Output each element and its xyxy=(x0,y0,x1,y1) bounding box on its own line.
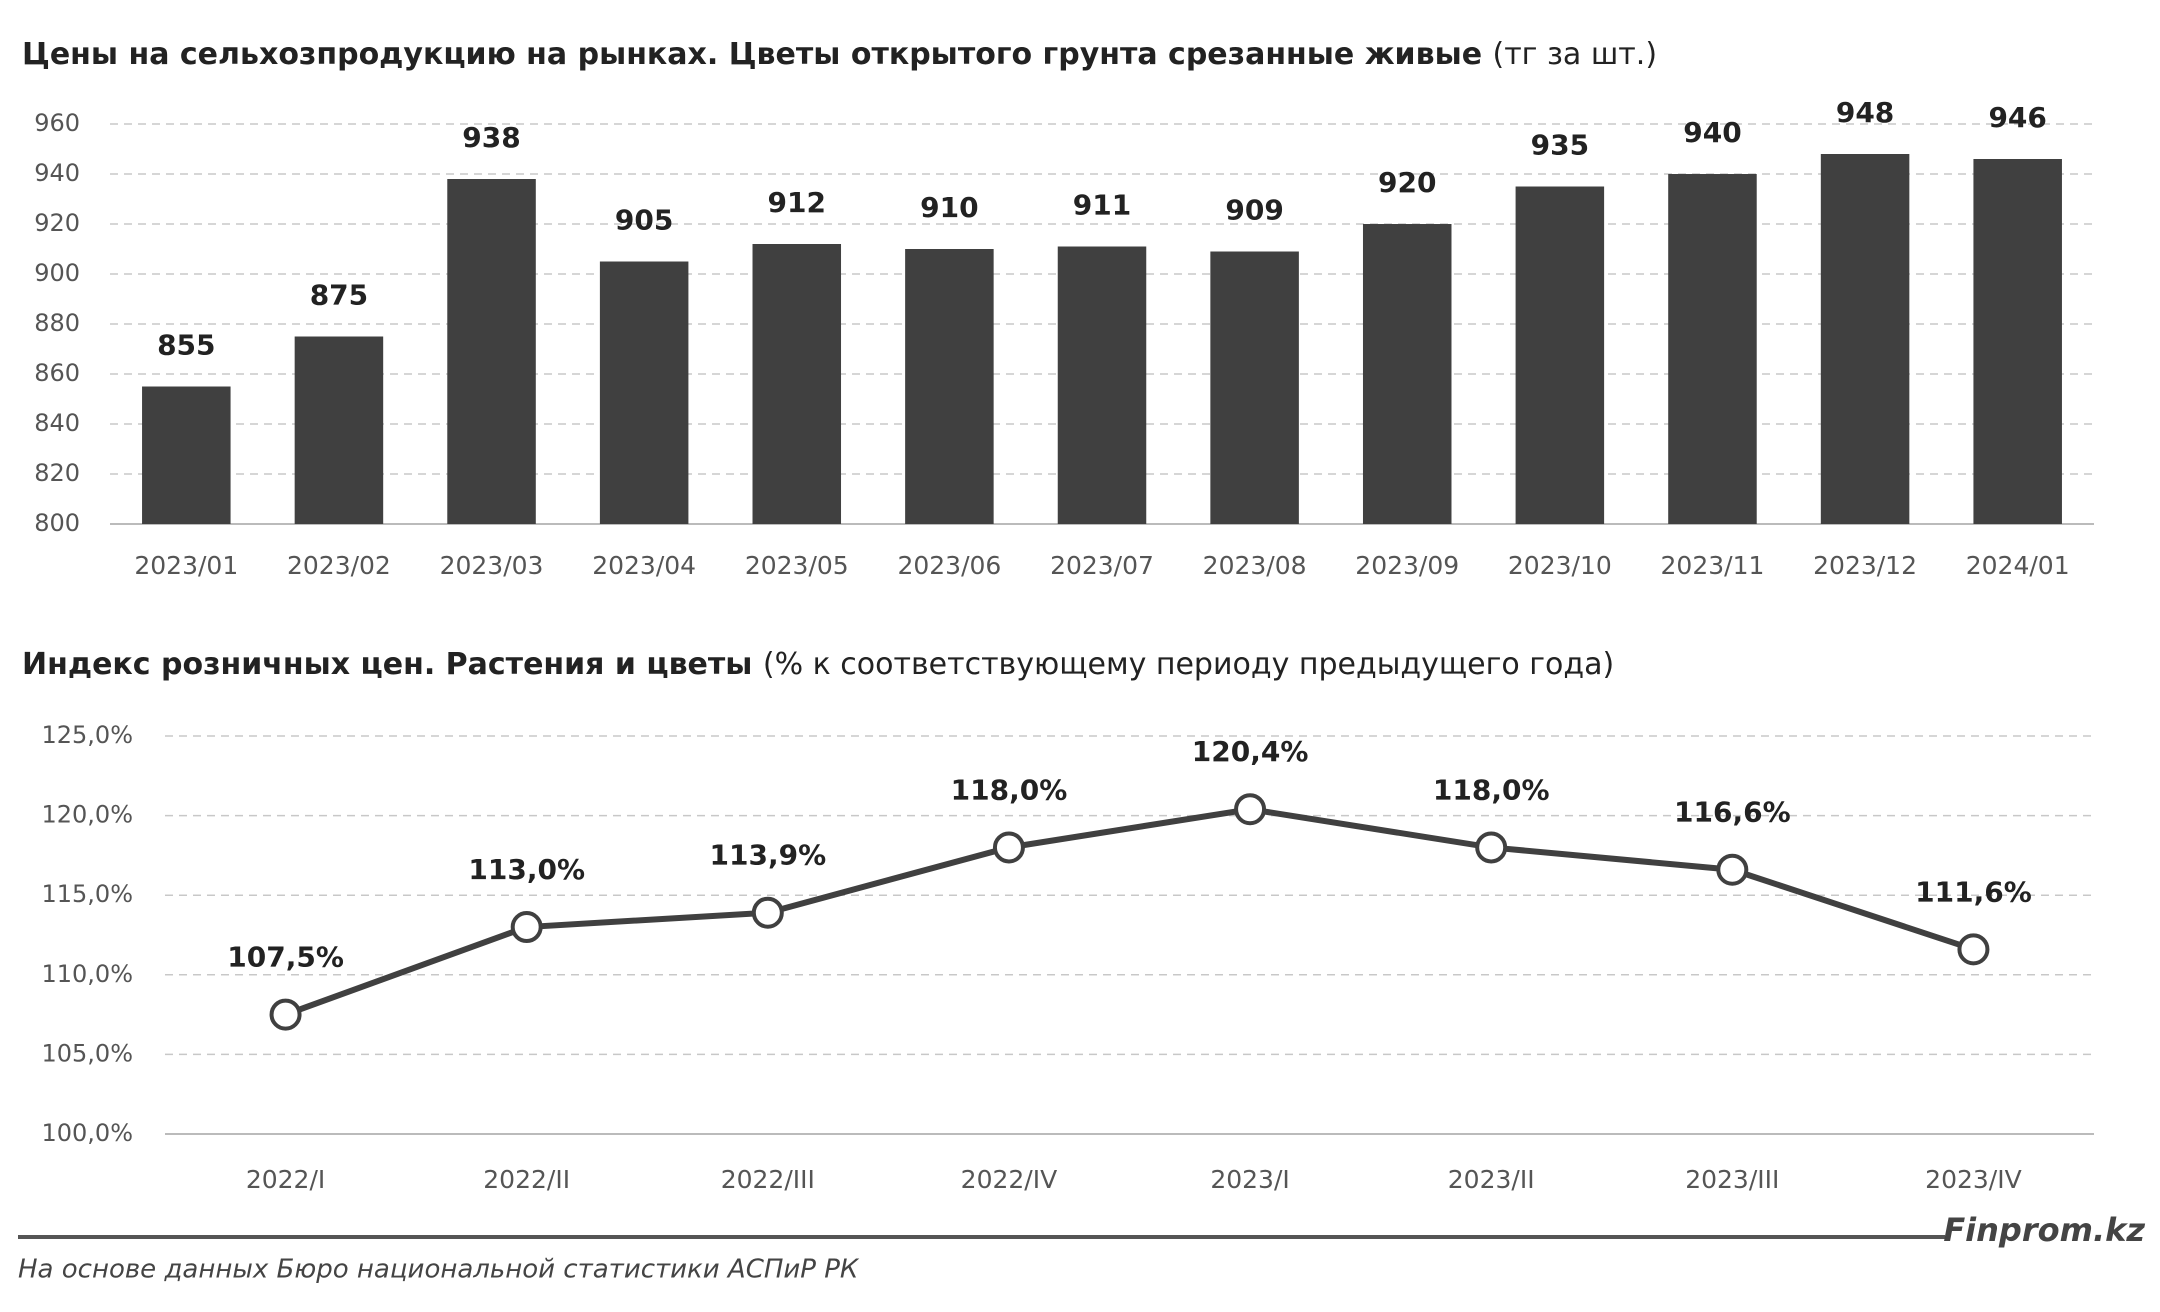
chart-title: Цены на сельхозпродукцию на рынках. Цвет… xyxy=(22,37,1657,72)
title-unit: (% к соответствующему периоду предыдущег… xyxy=(763,647,1614,682)
value-label: 111,6% xyxy=(1915,875,2032,908)
value-label: 911 xyxy=(1073,189,1131,222)
x-tick-label: 2022/II xyxy=(483,1165,570,1194)
value-label: 920 xyxy=(1378,166,1436,199)
value-label: 875 xyxy=(310,279,368,312)
x-tick-label: 2024/01 xyxy=(1966,551,2070,580)
point xyxy=(1957,933,1990,966)
y-tick-label: 880 xyxy=(34,309,80,337)
x-tick-label: 2023/05 xyxy=(745,551,849,580)
x-tick-label: 2022/III xyxy=(721,1165,815,1194)
bar xyxy=(1210,251,1299,524)
x-tick-label: 2023/10 xyxy=(1508,551,1612,580)
x-tick-label: 2023/08 xyxy=(1203,551,1307,580)
value-label: 909 xyxy=(1225,194,1283,227)
value-label: 905 xyxy=(615,204,673,237)
point xyxy=(510,911,543,944)
bar xyxy=(1057,246,1147,524)
point xyxy=(1234,793,1267,826)
x-tick-label: 2023/11 xyxy=(1661,551,1765,580)
y-tick-label: 120,0% xyxy=(41,801,133,829)
bar xyxy=(1820,154,1910,524)
y-tick-label: 960 xyxy=(34,109,80,137)
value-label: 855 xyxy=(157,329,215,362)
value-label: 116,6% xyxy=(1674,796,1791,829)
title-main: Цены на сельхозпродукцию на рынках. Цвет… xyxy=(22,37,1482,72)
value-label: 113,0% xyxy=(468,853,585,886)
bar xyxy=(447,179,536,524)
value-label: 912 xyxy=(768,186,826,219)
x-tick-label: 2023/02 xyxy=(287,551,391,580)
x-tick-label: 2023/II xyxy=(1448,1165,1535,1194)
bar xyxy=(905,249,994,524)
chart-title: Индекс розничных цен. Растения и цветы (… xyxy=(22,647,1614,682)
x-tick-label: 2023/I xyxy=(1210,1165,1289,1194)
source-note: На основе данных Бюро национальной стати… xyxy=(18,1255,860,1285)
value-label: 948 xyxy=(1836,96,1894,129)
value-label: 946 xyxy=(1988,101,2046,134)
y-tick-label: 105,0% xyxy=(41,1039,133,1067)
point xyxy=(269,998,302,1031)
title-unit: (тг за шт.) xyxy=(1493,37,1658,72)
value-label: 940 xyxy=(1683,116,1741,149)
y-tick-label: 800 xyxy=(34,509,80,537)
y-tick-label: 125,0% xyxy=(41,721,133,749)
y-tick-label: 820 xyxy=(34,459,80,487)
bar xyxy=(599,261,689,524)
value-label: 118,0% xyxy=(951,773,1068,806)
x-tick-label: 2023/09 xyxy=(1355,551,1459,580)
point xyxy=(751,896,784,929)
y-tick-label: 860 xyxy=(34,359,80,387)
y-tick-label: 840 xyxy=(34,409,80,437)
y-tick-label: 110,0% xyxy=(41,960,133,988)
bar xyxy=(1362,224,1452,524)
x-tick-label: 2023/01 xyxy=(134,551,238,580)
line xyxy=(284,806,1975,1018)
x-tick-label: 2023/06 xyxy=(897,551,1001,580)
value-label: 910 xyxy=(920,191,978,224)
value-label: 938 xyxy=(462,121,520,154)
value-label: 118,0% xyxy=(1433,773,1550,806)
brand: Finprom.kz xyxy=(1943,1211,2145,1249)
x-tick-label: 2023/04 xyxy=(592,551,696,580)
x-tick-label: 2022/I xyxy=(246,1165,325,1194)
y-tick-label: 115,0% xyxy=(41,880,133,908)
point xyxy=(992,831,1025,864)
bar xyxy=(752,244,842,524)
x-tick-label: 2023/12 xyxy=(1813,551,1917,580)
y-tick-label: 920 xyxy=(34,209,80,237)
point xyxy=(1475,831,1508,864)
x-tick-label: 2023/07 xyxy=(1050,551,1154,580)
bar xyxy=(1515,186,1605,524)
x-tick-label: 2022/IV xyxy=(961,1165,1058,1194)
value-label: 935 xyxy=(1531,129,1589,162)
value-label: 107,5% xyxy=(227,941,344,974)
bar xyxy=(294,336,384,524)
bar xyxy=(142,386,231,524)
y-tick-label: 100,0% xyxy=(41,1119,133,1147)
x-tick-label: 2023/03 xyxy=(440,551,544,580)
bar xyxy=(1973,159,2062,524)
y-tick-label: 900 xyxy=(34,259,80,287)
title-main: Индекс розничных цен. Растения и цветы xyxy=(22,647,752,682)
x-tick-label: 2023/IV xyxy=(1925,1165,2022,1194)
point xyxy=(1716,853,1749,886)
x-tick-label: 2023/III xyxy=(1685,1165,1779,1194)
value-label: 113,9% xyxy=(710,839,827,872)
y-tick-label: 940 xyxy=(34,159,80,187)
value-label: 120,4% xyxy=(1192,735,1309,768)
bar xyxy=(1668,174,1757,524)
